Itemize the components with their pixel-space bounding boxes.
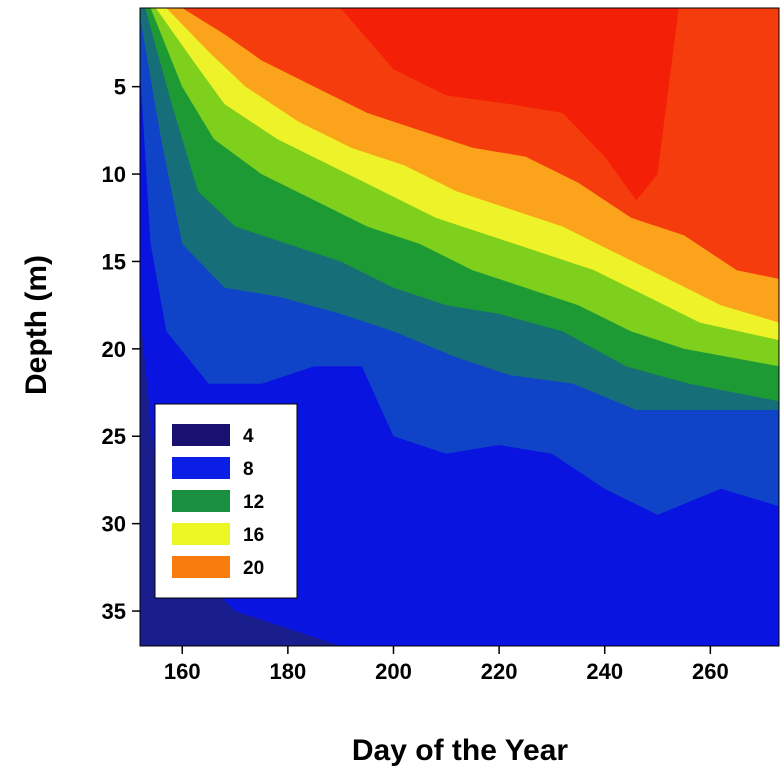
legend-swatch <box>172 457 230 479</box>
y-axis-title: Depth (m) <box>20 255 53 395</box>
plot-border <box>139 7 780 647</box>
y-tick-label: 20 <box>102 337 126 362</box>
legend-label: 16 <box>243 525 264 546</box>
legend-swatch <box>172 490 230 512</box>
legend-label: 8 <box>243 459 254 480</box>
x-tick-label: 160 <box>164 659 201 684</box>
x-tick-label: 260 <box>692 659 729 684</box>
x-tick-label: 240 <box>586 659 623 684</box>
y-axis: 5 10 15 20 25 30 35 <box>102 75 140 624</box>
x-tick-label: 220 <box>481 659 518 684</box>
y-tick-label: 5 <box>114 75 126 100</box>
legend-label: 20 <box>243 558 264 579</box>
legend-swatch <box>172 424 230 446</box>
plot-area <box>139 7 780 647</box>
warm-core-region <box>340 8 679 201</box>
x-axis-title: Day of the Year <box>352 734 569 767</box>
y-tick-label: 10 <box>102 162 126 187</box>
legend-label: 4 <box>243 426 254 447</box>
plot-frame <box>139 7 780 647</box>
y-tick-label: 25 <box>102 424 126 449</box>
x-tick-label: 200 <box>375 659 412 684</box>
legend: 4 8 12 16 20 <box>154 403 298 599</box>
contour-bands <box>140 8 779 646</box>
legend-swatch <box>172 523 230 545</box>
y-tick-label: 35 <box>102 599 126 624</box>
y-tick-label: 15 <box>102 249 126 274</box>
x-tick-label: 180 <box>270 659 307 684</box>
x-axis: 160 180 200 220 240 260 <box>164 646 729 684</box>
legend-label: 12 <box>243 492 264 513</box>
legend-swatch <box>172 556 230 578</box>
y-tick-label: 30 <box>102 512 126 537</box>
